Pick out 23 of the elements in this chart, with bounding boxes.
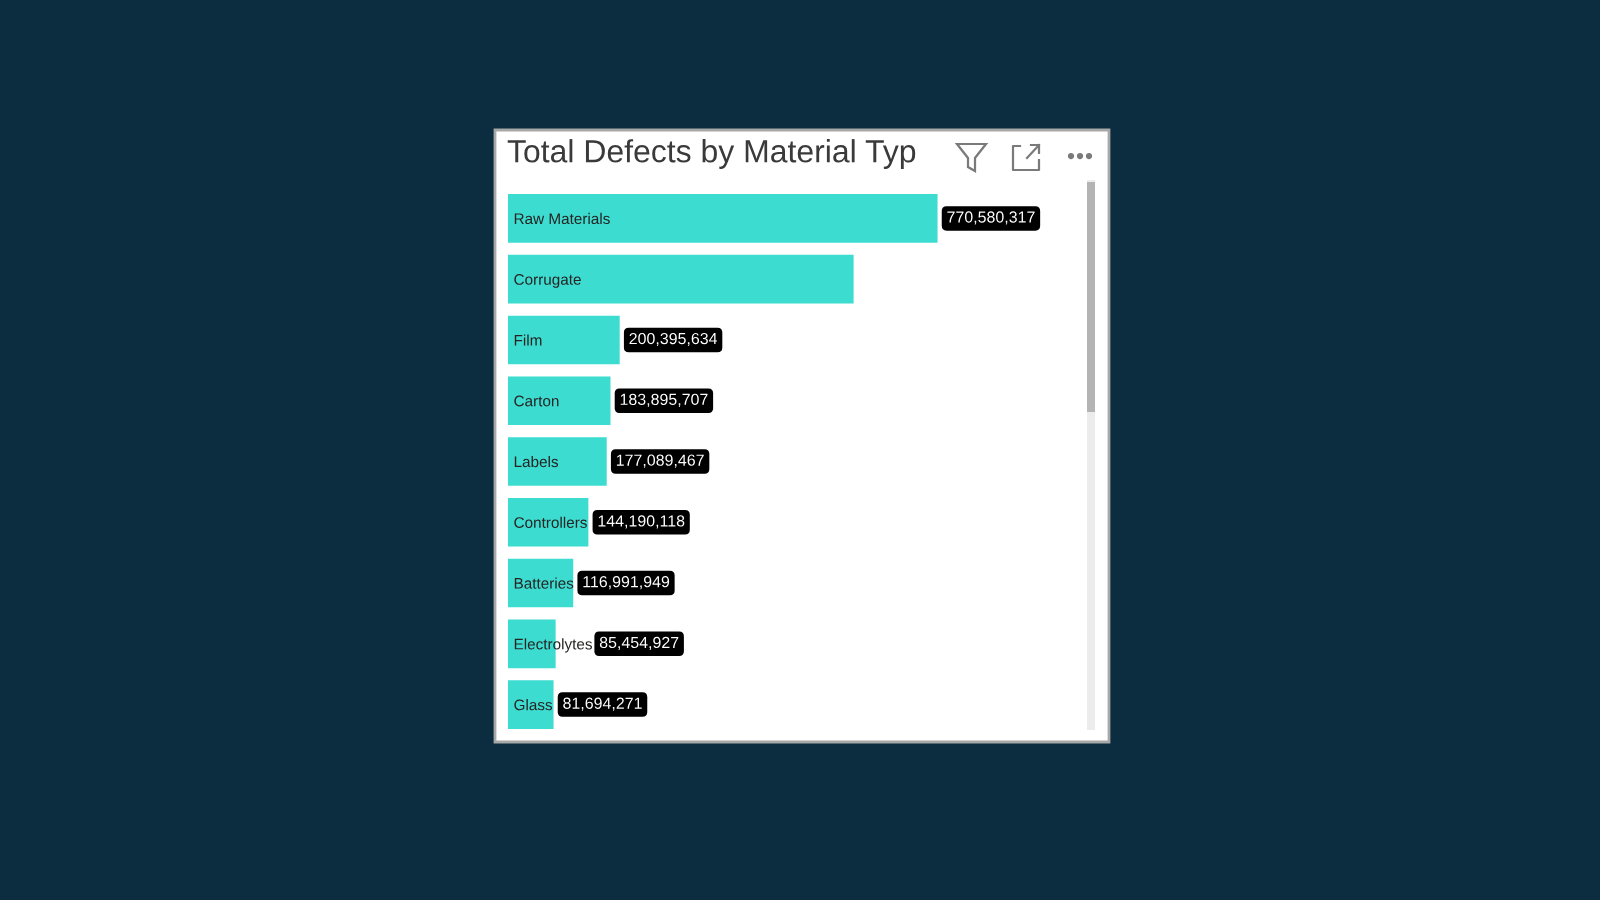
data-label: 85,454,927 (599, 636, 679, 651)
bar (508, 680, 554, 729)
bar (508, 497, 589, 547)
bar (508, 194, 938, 243)
y-tick-label: Corrugate (514, 274, 581, 288)
bar (508, 254, 854, 304)
chart-title: Total Defects by Material Typ (507, 139, 916, 169)
data-label: 200,395,634 (629, 332, 718, 347)
data-label: 144,190,118 (598, 515, 685, 529)
data-label: 770,580,317 (947, 211, 1035, 225)
data-label: 81,694,271 (563, 697, 642, 711)
y-tick-label: Carton (514, 395, 559, 407)
data-label: 116,991,949 (583, 576, 670, 590)
y-tick-label: Film (514, 334, 542, 346)
bar (508, 437, 607, 486)
data-label: 177,089,467 (616, 454, 704, 468)
y-tick-label: Labels (514, 455, 559, 468)
y-tick-label: Raw Materials (514, 212, 610, 225)
data-label: 183,895,707 (620, 393, 708, 407)
y-tick-label: Glass (514, 699, 553, 711)
y-tick-label: Controllers (514, 516, 587, 528)
bar (508, 376, 611, 426)
bar (508, 315, 620, 365)
